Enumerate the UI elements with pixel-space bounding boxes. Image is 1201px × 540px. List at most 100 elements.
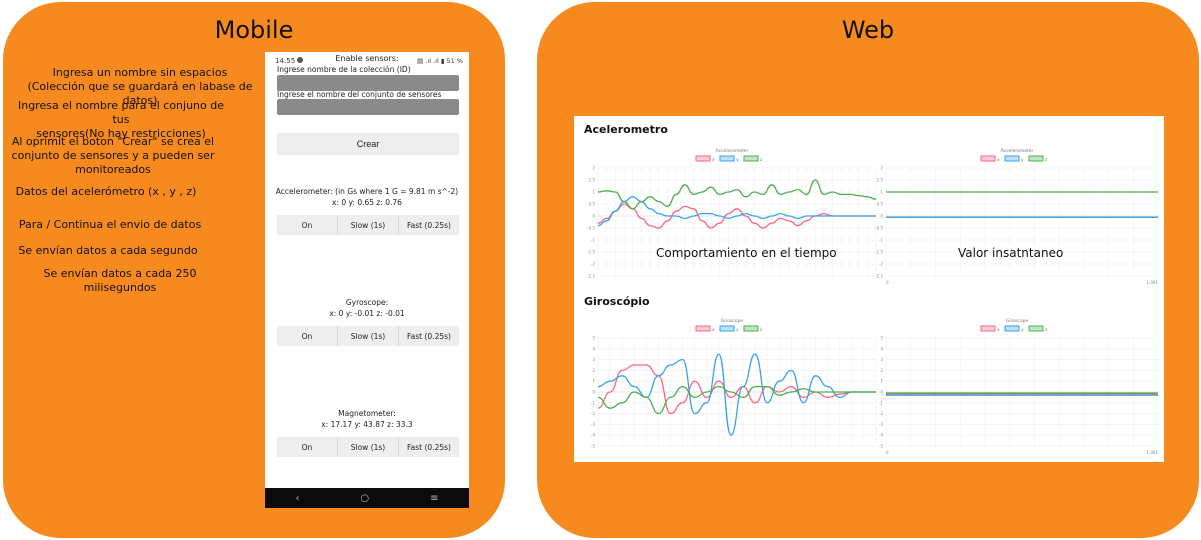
series-line-y (597, 196, 876, 227)
x-tick-label: 0 (886, 280, 889, 285)
y-tick-label: -2 (879, 262, 883, 267)
y-tick-label: 1.5 (877, 178, 884, 183)
status-time: 14:55 (275, 57, 296, 65)
y-tick-label: 4 (880, 346, 883, 351)
legend-label-x: x (997, 158, 1000, 163)
gyroscope-slow-button[interactable]: Slow (1s) (338, 326, 399, 346)
y-tick-label: -5 (591, 444, 595, 449)
y-tick-label: 3 (592, 357, 595, 362)
accelerometer-time-chart: Accelerometer x y z 2 1.5 1 0.5 0 -0.5 -1 -1.5 -2 -2.… (584, 146, 880, 292)
web-panel-title: Web (841, 16, 895, 44)
y-tick-label: 2 (880, 166, 883, 171)
signal-battery-icon: ▤ .ıl .ıl ▮ 51 % (417, 57, 463, 65)
legend-swatch-x (980, 155, 996, 162)
y-tick-label: 1.5 (589, 178, 596, 183)
enable-sensors-header: Enable sensors: (335, 54, 399, 63)
magnetometer-fast-button[interactable]: Fast (0.25s) (407, 442, 451, 452)
legend-label-x: x (712, 328, 715, 333)
back-icon[interactable]: ‹ (295, 492, 300, 504)
series-line-x (597, 364, 876, 415)
legend-swatch-z (1028, 325, 1044, 332)
accelerometer-instant-chart: Accelerometer x y z 2 1.5 1 0.5 0 -0.5 -1 -1.5 -2 -2.… (872, 146, 1162, 292)
gyroscope-fast-button[interactable]: Fast (0.25s) (407, 331, 451, 341)
create-button[interactable]: Crear (277, 133, 459, 155)
legend-swatch-z (743, 155, 759, 162)
annotation-create-button: Al oprimit el boton "Crear" se crea el c… (11, 135, 215, 176)
magnetometer-slow-button[interactable]: Slow (1s) (338, 437, 399, 457)
status-bar: 14:55 Enable sensors: ▤ .ıl .ıl ▮ 51 % (265, 52, 469, 66)
y-tick-label: -5 (879, 444, 883, 449)
y-tick-label: -2 (879, 411, 883, 416)
annotation-slow-button: Se envían datos a cada segundo (18, 244, 198, 257)
annotation-collection-name: Ingresa un nombre sin espacios (Colecció… (27, 66, 253, 107)
gyroscope-on-button[interactable]: On (277, 326, 338, 346)
overlay-time-behavior: Comportamiento en el tiempo (656, 246, 837, 260)
series-line-z (597, 385, 876, 415)
chart-title: Accelerometer (716, 148, 749, 154)
legend-label-z: z (760, 158, 763, 163)
legend-label-x: x (997, 328, 1000, 333)
y-tick-label: -3 (591, 422, 595, 427)
accelerometer-fast-button[interactable]: Fast (0.25s) (407, 220, 451, 230)
y-tick-label: -1 (591, 400, 595, 405)
y-tick-label: 3 (880, 357, 883, 362)
magnetometer-title: Magnetometer: (338, 409, 396, 418)
legend-label-x: x (712, 158, 715, 163)
accelerometer-values: x: 0 y: 0.65 z: 0.76 (332, 198, 402, 207)
accelerometer-section-title: Acelerometro (584, 123, 668, 136)
x-tick-label: 0 (886, 450, 889, 455)
y-tick-label: -1 (879, 400, 883, 405)
gyroscope-instant-chart: Giroscope x y z 5 4 3 2 1 0 -1 -2 -3 -4 -5 0 1.001 (872, 316, 1162, 462)
y-tick-label: 0 (592, 390, 595, 395)
y-tick-label: -1.5 (875, 250, 883, 255)
overlay-instant-value: Valor insatntaneo (958, 246, 1064, 260)
accelerometer-slow-button[interactable]: Slow (1s) (338, 215, 399, 235)
magnetometer-controls: On Slow (1s) Fast (0.25s) (277, 437, 459, 457)
accelerometer-controls: On Slow (1s) Fast (0.25s) (277, 215, 459, 235)
y-tick-label: 0.5 (877, 202, 884, 207)
y-tick-label: -3 (879, 422, 883, 427)
y-tick-label: -2 (591, 411, 595, 416)
accelerometer-title: Accelerometer: (in Gs where 1 G = 9.81 m… (275, 187, 459, 196)
sensorset-input[interactable] (277, 99, 459, 115)
y-tick-label: -4 (591, 433, 595, 438)
y-tick-label: -0.5 (587, 226, 595, 231)
legend-swatch-z (1028, 155, 1044, 162)
y-tick-label: 1 (592, 190, 595, 195)
x-tick-label: 1.001 (1147, 450, 1159, 455)
y-tick-label: 5 (880, 336, 883, 341)
legend-swatch-x (695, 325, 711, 332)
legend-label-z: z (1045, 328, 1048, 333)
y-tick-label: -2 (591, 262, 595, 267)
collection-input[interactable] (277, 75, 459, 91)
legend-label-y: y (1021, 328, 1024, 333)
home-icon[interactable]: ○ (360, 492, 370, 504)
y-tick-label: -0.5 (875, 226, 883, 231)
y-tick-label: 0 (880, 214, 883, 219)
y-tick-label: 0 (880, 390, 883, 395)
web-dashboard: Acelerometro Giroscópio Accelerometer x y z… (574, 116, 1164, 462)
y-tick-label: -2.5 (587, 274, 595, 279)
legend-swatch-y (1004, 325, 1020, 332)
recents-icon[interactable]: ≡ (430, 492, 439, 504)
y-tick-label: -2.5 (875, 274, 883, 279)
legend-swatch-y (719, 155, 735, 162)
y-tick-label: 1 (880, 379, 883, 384)
gyroscope-controls: On Slow (1s) Fast (0.25s) (277, 326, 459, 346)
y-tick-label: -4 (879, 433, 883, 438)
y-tick-label: 5 (592, 336, 595, 341)
gyroscope-section-title: Giroscópio (584, 295, 650, 308)
magnetometer-on-button[interactable]: On (277, 437, 338, 457)
series-line-z (597, 179, 877, 210)
x-tick-label: 1.001 (1147, 280, 1159, 285)
magnetometer-values: x: 17.17 y: 43.87 z: 33.3 (321, 420, 413, 429)
legend-label-y: y (1021, 158, 1024, 163)
legend-swatch-y (719, 325, 735, 332)
accelerometer-on-button[interactable]: On (277, 215, 338, 235)
gyroscope-values: x: 0 y: -0.01 z: -0.01 (329, 309, 405, 318)
android-nav-bar: ‹ ○ ≡ (265, 488, 469, 508)
annotation-sensorset-name: Ingresa el nombre para el conjuno de tus… (17, 99, 224, 140)
legend-label-y: y (736, 328, 739, 333)
